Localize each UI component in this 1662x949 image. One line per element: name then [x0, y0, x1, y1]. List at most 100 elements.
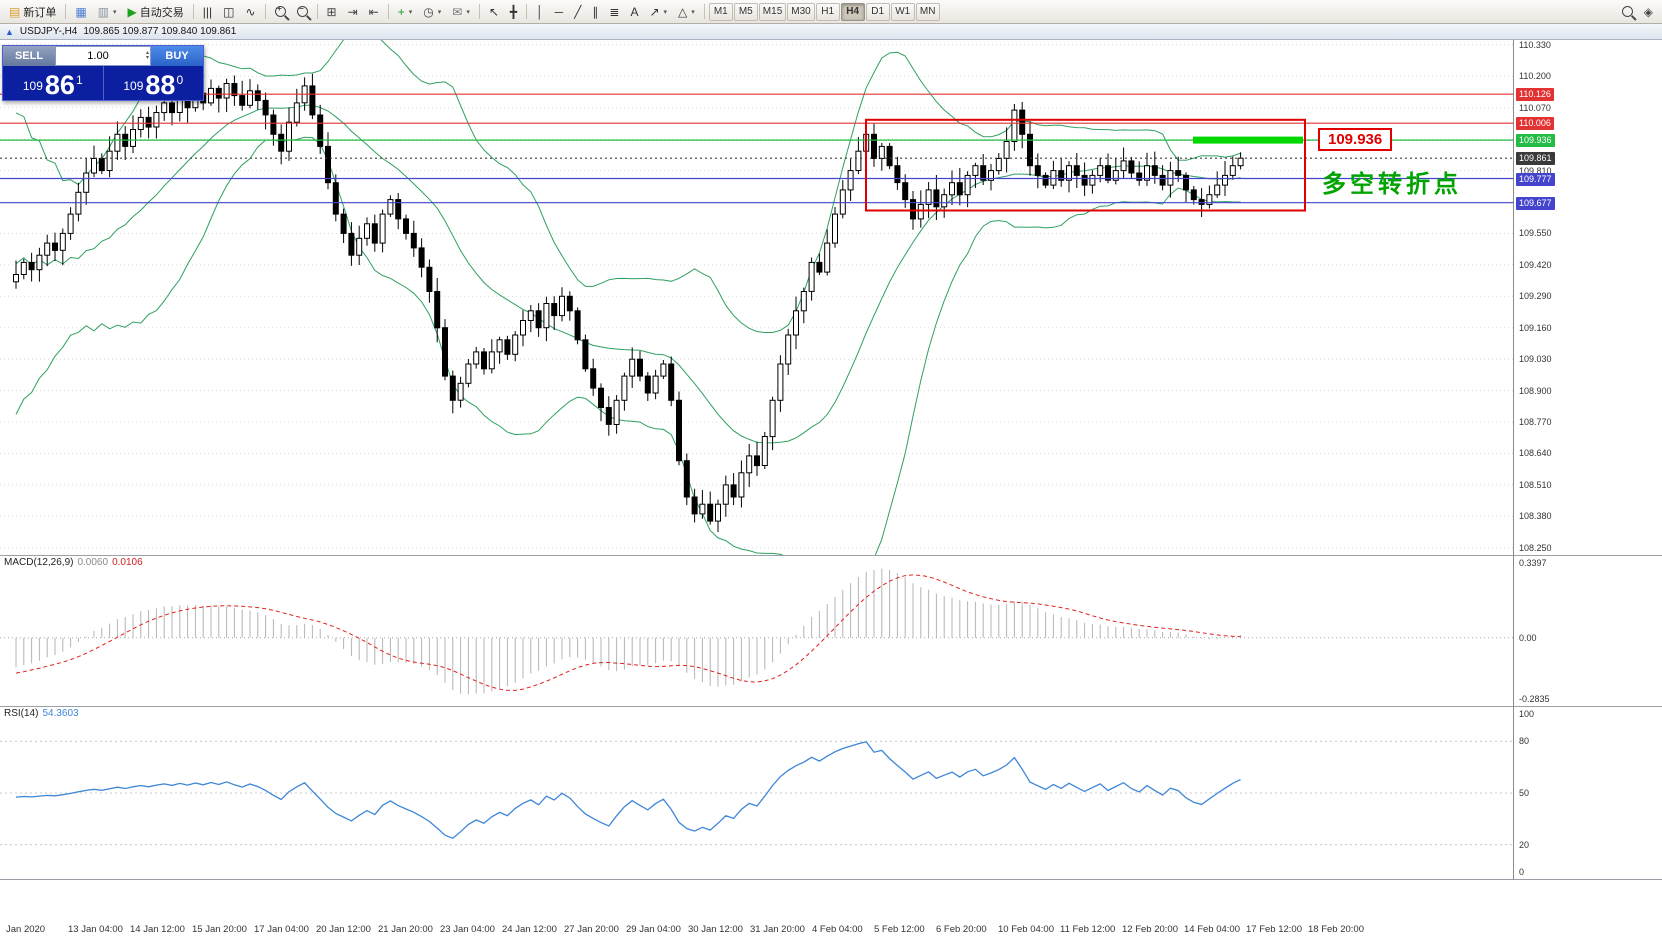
charts-icon: ▦: [75, 4, 87, 19]
turning-point-annotation[interactable]: 多空转折点: [1322, 171, 1462, 198]
time-axis-label: 31 Jan 20:00: [750, 924, 805, 935]
horizontal-line-icon: ─: [554, 4, 564, 19]
price-scale-label: 109.550: [1519, 228, 1552, 239]
cursor-button[interactable]: ↖: [484, 2, 504, 22]
horizontal-line-button[interactable]: ─: [550, 2, 569, 22]
timeframe-h4-button[interactable]: H4: [840, 2, 865, 21]
chart-shift-button[interactable]: ⇤: [364, 2, 384, 22]
new-order-button[interactable]: ▤ 新订单: [4, 2, 61, 22]
chevron-down-icon: ▾: [691, 8, 695, 16]
symbol-period-label: USDJPY-,H4: [19, 26, 78, 37]
text-icon: A: [630, 4, 639, 19]
sell-price[interactable]: 109 86 1: [3, 66, 104, 100]
ohlc-readout: 109.865 109.877 109.840 109.861: [83, 26, 237, 37]
macd-canvas[interactable]: [0, 556, 1513, 706]
crosshair-button[interactable]: ╋: [505, 2, 522, 22]
price-scale-label: 109.160: [1519, 322, 1552, 333]
rsi-canvas[interactable]: [0, 707, 1513, 879]
time-axis-label: 11 Feb 12:00: [1060, 924, 1116, 935]
chevron-down-icon: ▾: [408, 8, 413, 16]
bar-chart-button[interactable]: |||: [198, 2, 217, 22]
indicators-icon: +: [397, 4, 405, 19]
price-scale-label: 108.900: [1519, 385, 1552, 396]
templates-button[interactable]: ✉ ▾: [447, 2, 475, 22]
rsi-scale-label: 0: [1519, 867, 1525, 877]
buy-price-prefix: 109: [123, 79, 144, 93]
toolbar-separator: [316, 4, 318, 19]
buy-button[interactable]: BUY: [151, 46, 203, 66]
chart-window-icon: ▲: [5, 26, 14, 37]
price-scale-label: 110.200: [1519, 71, 1551, 82]
auto-scroll-button[interactable]: ⇥: [343, 2, 363, 22]
macd-panel: MACD(12,26,9) 0.0060 0.0106: [0, 556, 1513, 707]
chevron-down-icon: ▾: [663, 8, 668, 16]
templates-icon: ✉: [452, 4, 463, 19]
time-axis-label: 10 Feb 04:00: [998, 924, 1054, 935]
auto-scroll-icon: ⇥: [347, 4, 358, 19]
price-callout[interactable]: 109.936: [1318, 128, 1393, 151]
candlestick-chart-button[interactable]: ◫: [218, 2, 239, 22]
line-chart-button[interactable]: ∿: [240, 2, 260, 22]
zoom-out-button[interactable]: −: [292, 2, 313, 22]
macd-name: MACD(12,26,9): [4, 557, 74, 568]
price-level-badge: 110.006: [1516, 117, 1554, 131]
profiles-button[interactable]: ▥ ▾: [93, 2, 122, 22]
rsi-scale-label: 50: [1519, 788, 1530, 798]
trendline-button[interactable]: ╱: [569, 2, 586, 22]
macd-header: MACD(12,26,9) 0.0060 0.0106: [4, 557, 143, 568]
search-button[interactable]: [1617, 2, 1638, 22]
panel-separator: [1514, 706, 1662, 707]
time-axis-label: 30 Jan 12:00: [688, 924, 743, 935]
vertical-line-icon: │: [536, 4, 544, 19]
candlestick-chart-icon: ◫: [223, 4, 235, 19]
volume-up-icon[interactable]: ▴: [145, 50, 149, 56]
quick-nav-button[interactable]: ◈: [1639, 2, 1658, 22]
volume-down-icon[interactable]: ▾: [145, 55, 149, 61]
time-axis-label: 17 Feb 12:00: [1246, 924, 1302, 935]
timeframe-d1-button[interactable]: D1: [865, 2, 890, 21]
price-scale-label: 109.030: [1519, 354, 1552, 365]
volume-spinner: ▴ ▾: [146, 47, 149, 65]
profiles-icon: ▥: [97, 4, 110, 19]
timeframe-m1-button[interactable]: M1: [708, 2, 733, 21]
charts-button[interactable]: ▦: [70, 2, 91, 22]
time-axis-label: 20 Jan 12:00: [316, 924, 371, 935]
periods-button[interactable]: ◷ ▾: [418, 2, 446, 22]
zoom-in-button[interactable]: +: [270, 2, 291, 22]
shapes-button[interactable]: △ ▾: [673, 2, 700, 22]
timeframe-h1-button[interactable]: H1: [815, 2, 840, 21]
autotrade-icon: ▶: [127, 4, 137, 19]
panel-separator: [1514, 555, 1662, 556]
sell-button[interactable]: SELL: [3, 46, 55, 66]
time-axis-label: 14 Jan 12:00: [130, 924, 185, 935]
channel-button[interactable]: ∥: [587, 2, 603, 22]
fibonacci-button[interactable]: ≣: [604, 2, 624, 22]
timeframe-m30-button[interactable]: M30: [787, 2, 815, 21]
timeframe-m15-button[interactable]: M15: [758, 2, 787, 21]
autotrade-button[interactable]: ▶ 自动交易: [123, 2, 189, 22]
main-chart-canvas[interactable]: [0, 40, 1513, 555]
line-chart-icon: ∿: [245, 4, 256, 19]
search-icon: [1621, 6, 1633, 17]
timeframe-w1-button[interactable]: W1: [890, 2, 915, 21]
time-axis-label: 21 Jan 20:00: [378, 924, 433, 935]
trade-prices-row: 109 86 1 109 88 0: [3, 66, 203, 100]
timeframe-m5-button[interactable]: M5: [733, 2, 758, 21]
arrows-button[interactable]: ↗ ▾: [644, 2, 672, 22]
shapes-icon: △: [678, 4, 688, 19]
volume-input[interactable]: [56, 50, 150, 62]
toolbar-separator: [192, 4, 194, 19]
indicators-button[interactable]: + ▾: [393, 2, 418, 22]
time-axis-label: 18 Feb 20:00: [1308, 924, 1364, 935]
vertical-line-button[interactable]: │: [531, 2, 549, 22]
buy-price-big: 88: [145, 70, 176, 100]
rsi-scale-label: 20: [1519, 839, 1530, 850]
time-axis-label: 27 Jan 20:00: [564, 924, 619, 935]
fibonacci-icon: ≣: [609, 4, 620, 19]
buy-price[interactable]: 109 88 0: [104, 66, 204, 100]
macd-main-value: 0.0060: [77, 557, 109, 568]
text-button[interactable]: A: [625, 2, 643, 22]
timeframe-mn-button[interactable]: MN: [915, 2, 940, 21]
tile-windows-button[interactable]: ⊞: [322, 2, 342, 22]
